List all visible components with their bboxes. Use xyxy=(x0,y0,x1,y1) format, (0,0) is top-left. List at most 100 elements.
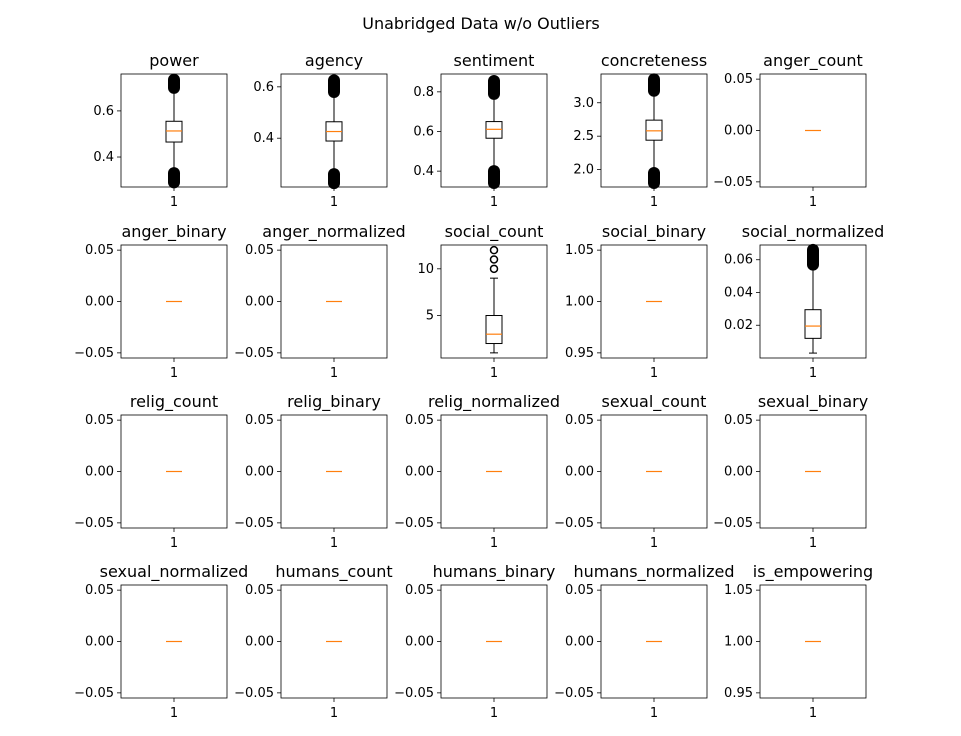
y-tick-label: −0.05 xyxy=(394,516,434,531)
subplot-sexual-normalized: sexual_normalized −0.05 0.00 0.05 1 xyxy=(74,562,248,721)
x-tick-label: 1 xyxy=(170,536,178,551)
x-tick-label: 1 xyxy=(330,706,338,721)
subplot-title: concreteness xyxy=(601,51,707,70)
y-tick-label: 0.00 xyxy=(85,635,114,650)
y-tick-label: 0.05 xyxy=(245,243,274,258)
subplot-title: humans_count xyxy=(275,562,392,582)
subplot-title: relig_count xyxy=(130,392,218,412)
y-tick-label: 1.05 xyxy=(724,583,753,598)
y-tick-label: 1.00 xyxy=(724,635,753,650)
subplot-grid: power 0.4 0.6 1 agency 0.4 0.6 1 sentiment 0.4 0.6… xyxy=(74,51,884,721)
outlier-point xyxy=(489,255,499,264)
x-tick-label: 1 xyxy=(170,366,178,381)
subplot-title: humans_binary xyxy=(433,562,556,582)
y-tick-label: 0.05 xyxy=(405,413,434,428)
x-tick-label: 1 xyxy=(170,706,178,721)
subplot-title: social_binary xyxy=(602,222,706,242)
axes-frame xyxy=(759,73,867,188)
axes-frame xyxy=(440,584,548,699)
y-tick-label: 0.6 xyxy=(253,80,274,95)
subplot-title: anger_binary xyxy=(121,222,226,242)
y-tick-label: 0.4 xyxy=(413,164,434,179)
y-tick-label: 0.05 xyxy=(85,413,114,428)
x-tick-label: 1 xyxy=(490,195,498,210)
outlier-point xyxy=(489,245,499,255)
y-tick-label: −0.05 xyxy=(234,346,274,361)
subplot-social-normalized: social_normalized 0.02 0.04 0.06 1 xyxy=(724,222,884,381)
y-tick-label: 0.00 xyxy=(405,465,434,480)
y-tick-label: 0.00 xyxy=(85,295,114,310)
subplot-sexual-count: sexual_count −0.05 0.00 0.05 1 xyxy=(554,392,708,551)
y-tick-label: 0.05 xyxy=(245,583,274,598)
x-tick-label: 1 xyxy=(809,706,817,721)
subplot-anger-count: anger_count −0.05 0.00 0.05 1 xyxy=(713,51,867,210)
y-tick-label: 0.00 xyxy=(565,635,594,650)
x-tick-label: 1 xyxy=(330,366,338,381)
y-tick-label: 1.00 xyxy=(565,295,594,310)
subplot-title: humans_normalized xyxy=(573,562,734,582)
axes-frame xyxy=(120,414,228,529)
y-tick-label: −0.05 xyxy=(74,516,114,531)
y-tick-label: 0.6 xyxy=(93,104,114,119)
subplot-title: relig_binary xyxy=(287,392,381,412)
subplot-title: anger_count xyxy=(763,51,863,71)
y-tick-label: −0.05 xyxy=(234,516,274,531)
subplot-anger-normalized: anger_normalized −0.05 0.00 0.05 1 xyxy=(234,222,406,381)
outlier-point xyxy=(489,264,499,274)
y-tick-label: 0.4 xyxy=(93,150,114,165)
axes-frame xyxy=(759,414,867,529)
y-tick-label: 0.06 xyxy=(724,253,753,268)
y-tick-label: 10 xyxy=(417,262,434,277)
axes-frame xyxy=(440,244,548,359)
y-tick-label: 0.05 xyxy=(245,413,274,428)
subplot-sexual-binary: sexual_binary −0.05 0.00 0.05 1 xyxy=(713,392,868,551)
y-tick-label: 0.05 xyxy=(565,583,594,598)
y-tick-label: 0.00 xyxy=(724,465,753,480)
x-tick-label: 1 xyxy=(650,536,658,551)
y-tick-label: 0.95 xyxy=(565,346,594,361)
x-tick-label: 1 xyxy=(330,195,338,210)
axes-frame xyxy=(600,584,708,699)
subplot-title: power xyxy=(149,51,199,70)
subplot-relig-binary: relig_binary −0.05 0.00 0.05 1 xyxy=(234,392,388,551)
axes-frame xyxy=(600,244,708,359)
y-tick-label: 3.0 xyxy=(573,96,594,111)
subplot-title: sexual_count xyxy=(602,392,707,412)
axes-frame xyxy=(120,73,228,188)
subplot-title: agency xyxy=(305,51,363,70)
x-tick-label: 1 xyxy=(650,195,658,210)
subplot-title: sexual_binary xyxy=(758,392,868,412)
figure-title: Unabridged Data w/o Outliers xyxy=(362,14,600,33)
y-tick-label: 0.00 xyxy=(724,124,753,139)
iqr-box xyxy=(804,309,822,339)
y-tick-label: 0.05 xyxy=(405,583,434,598)
y-tick-label: 0.00 xyxy=(245,295,274,310)
x-tick-label: 1 xyxy=(809,366,817,381)
y-tick-label: −0.05 xyxy=(74,346,114,361)
x-tick-label: 1 xyxy=(170,195,178,210)
subplot-humans-normalized: humans_normalized −0.05 0.00 0.05 1 xyxy=(554,562,734,721)
subplot-anger-binary: anger_binary −0.05 0.00 0.05 1 xyxy=(74,222,228,381)
iqr-box xyxy=(485,315,503,345)
x-tick-label: 1 xyxy=(650,366,658,381)
x-tick-label: 1 xyxy=(490,366,498,381)
subplot-is-empowering: is_empowering 0.95 1.00 1.05 1 xyxy=(724,562,873,721)
subplot-humans-count: humans_count −0.05 0.00 0.05 1 xyxy=(234,562,392,721)
axes-frame xyxy=(759,244,867,359)
axes-frame xyxy=(280,244,388,359)
y-tick-label: 0.8 xyxy=(413,85,434,100)
y-tick-label: 0.05 xyxy=(565,413,594,428)
subplot-agency: agency 0.4 0.6 1 xyxy=(253,51,388,210)
iqr-box xyxy=(165,120,183,143)
x-tick-label: 1 xyxy=(490,536,498,551)
axes-frame xyxy=(120,244,228,359)
x-tick-label: 1 xyxy=(809,536,817,551)
subplot-title: relig_normalized xyxy=(428,392,560,412)
y-tick-label: −0.05 xyxy=(74,686,114,701)
y-tick-label: −0.05 xyxy=(554,686,594,701)
y-tick-label: 2.0 xyxy=(573,163,594,178)
x-tick-label: 1 xyxy=(490,706,498,721)
subplot-title: anger_normalized xyxy=(262,222,405,242)
